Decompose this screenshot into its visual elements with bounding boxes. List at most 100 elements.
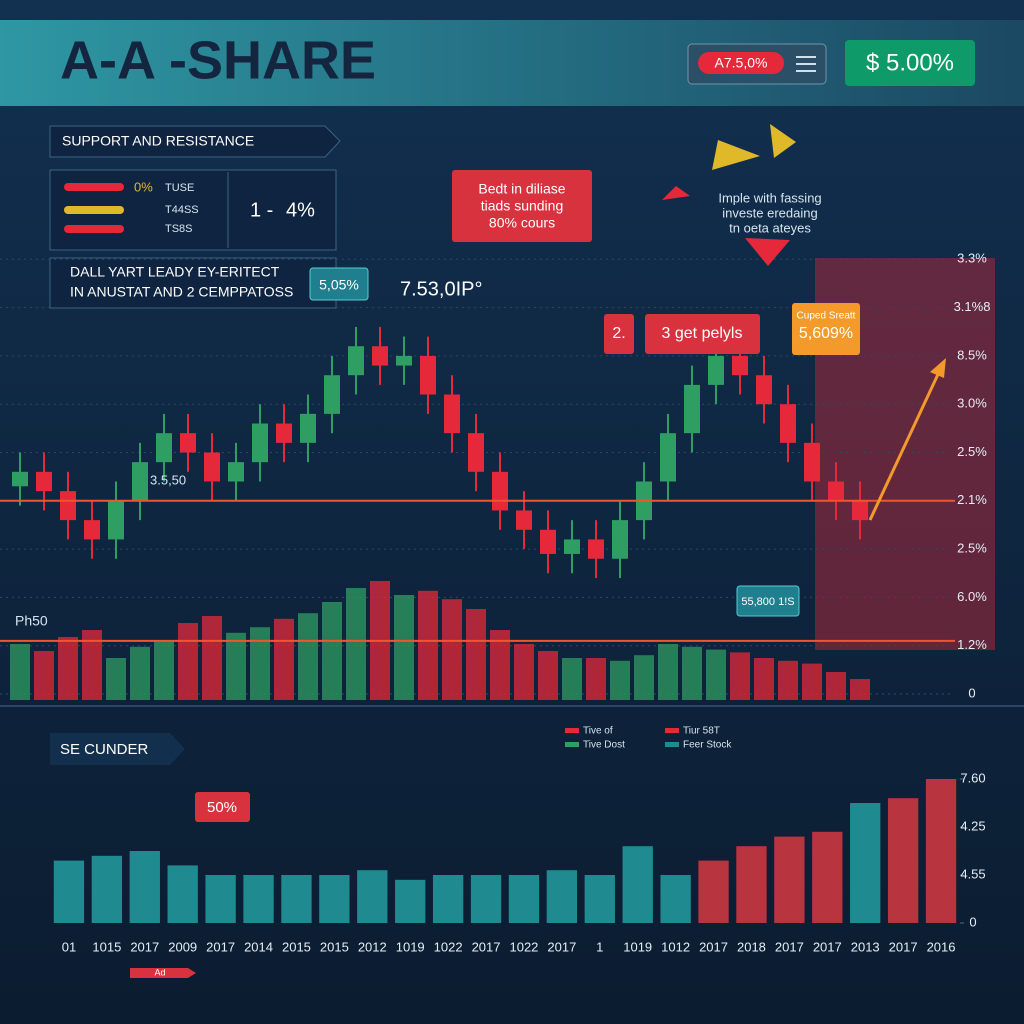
y-tick-label: 3.0% <box>957 396 987 411</box>
callout-box <box>645 314 760 354</box>
legend-label: Feer Stock <box>683 740 732 751</box>
callout-box <box>736 585 800 617</box>
candle-body <box>300 413 316 443</box>
volume-bar <box>514 644 534 700</box>
panel-big: 4% <box>286 199 315 221</box>
x-tick-label: 1019 <box>623 939 652 954</box>
footer-tag <box>130 968 196 978</box>
bar <box>660 875 691 923</box>
x-tick-label: 1012 <box>661 939 690 954</box>
x-tick-label: 2017 <box>472 939 501 954</box>
x-tick-label: 2013 <box>851 939 880 954</box>
volume-bar <box>418 590 438 700</box>
candle-body <box>420 355 436 395</box>
bar <box>319 875 350 923</box>
volume-bar <box>658 644 678 700</box>
x-tick-label: 2012 <box>358 939 387 954</box>
x-tick-label: 2009 <box>168 939 197 954</box>
y-tick-label: 1.2% <box>957 637 987 652</box>
panel-big: 1 - <box>250 199 273 221</box>
bar <box>736 846 767 923</box>
volume-bar <box>586 658 606 700</box>
callout-line: Bedt in diliase <box>478 181 565 197</box>
x-tick-label: 2017 <box>206 939 235 954</box>
volume-bar <box>226 632 246 700</box>
volume-bar <box>202 616 222 700</box>
volume-bar <box>250 627 270 700</box>
x-tick-label: 2015 <box>282 939 311 954</box>
volume-bar <box>826 672 846 700</box>
level-label: Ph50 <box>15 613 48 629</box>
row-swatch <box>64 206 124 214</box>
note-text: tn oeta ateyes <box>729 220 811 235</box>
bar <box>281 875 312 923</box>
bar <box>887 798 919 923</box>
y-tick-label: 0 <box>969 914 976 929</box>
panel-title-bar <box>49 125 341 158</box>
legend-label: Tive Dost <box>583 740 625 751</box>
y-tick-label: 8.5% <box>957 347 987 362</box>
candle-body <box>156 433 172 463</box>
badge-green-box[interactable] <box>845 40 975 86</box>
callout-box <box>604 314 634 354</box>
volume-bar <box>802 663 822 700</box>
candle-body <box>780 404 796 443</box>
candle-body <box>612 520 628 559</box>
badge-text: 50% <box>207 799 237 816</box>
y-tick-label: 0 <box>968 685 975 700</box>
candle-body <box>36 471 52 492</box>
volume-bar <box>466 609 486 700</box>
callout-text: 2. <box>612 325 625 342</box>
bar <box>698 860 729 923</box>
candle-body <box>708 355 724 385</box>
volume-bar <box>298 613 318 700</box>
candle-body <box>588 539 604 559</box>
volume-bar <box>442 599 462 700</box>
y-tick-label: 6.0% <box>957 589 987 604</box>
volume-bar <box>130 646 150 700</box>
candle-body <box>228 462 244 482</box>
volume-bar <box>346 588 366 700</box>
row-value: 0% <box>134 179 153 194</box>
candle-body <box>324 375 340 414</box>
price-label: 7.53,0IP° <box>400 278 483 300</box>
decor-shapes <box>662 186 790 266</box>
callout-line: 5,609% <box>799 325 853 342</box>
bar <box>470 875 502 923</box>
callout-line: 80% cours <box>489 215 555 231</box>
candle-body <box>396 355 412 366</box>
legend-label: Tiur 58T <box>683 726 720 737</box>
x-tick-label: 1022 <box>434 939 463 954</box>
row-label: T44SS <box>165 204 199 216</box>
x-tick-label: 1022 <box>509 939 538 954</box>
candle-body <box>444 394 460 434</box>
note-box <box>49 257 337 309</box>
menu-icon[interactable] <box>796 56 816 72</box>
x-tick-label: 2018 <box>737 939 766 954</box>
bar <box>812 831 843 923</box>
note-text: Imple with fassing <box>718 190 821 205</box>
volume-bar <box>538 651 558 700</box>
volume-bar <box>58 637 78 700</box>
candle-body <box>108 500 124 540</box>
volume-bar <box>730 652 750 700</box>
volume-bar <box>106 658 126 700</box>
candle-body <box>204 452 220 482</box>
bar <box>91 855 123 923</box>
candle-body <box>756 375 772 405</box>
y-tick-label: 3.3% <box>957 251 987 266</box>
candle-body <box>540 529 556 554</box>
bar <box>546 870 578 923</box>
callout-line: Cuped Sreatt <box>797 311 856 322</box>
candle-body <box>852 500 868 521</box>
callout-text: 55,800 1!S <box>741 596 794 608</box>
candle-body <box>564 539 580 554</box>
candle-body <box>828 481 844 501</box>
candle-body <box>84 520 100 540</box>
x-tick-label: 1 <box>596 939 603 954</box>
panel-title: SUPPORT AND RESISTANCE <box>62 133 254 149</box>
candle-body <box>660 433 676 482</box>
volume-bar <box>274 618 294 700</box>
bar <box>167 865 198 923</box>
volume-bar <box>154 641 174 700</box>
